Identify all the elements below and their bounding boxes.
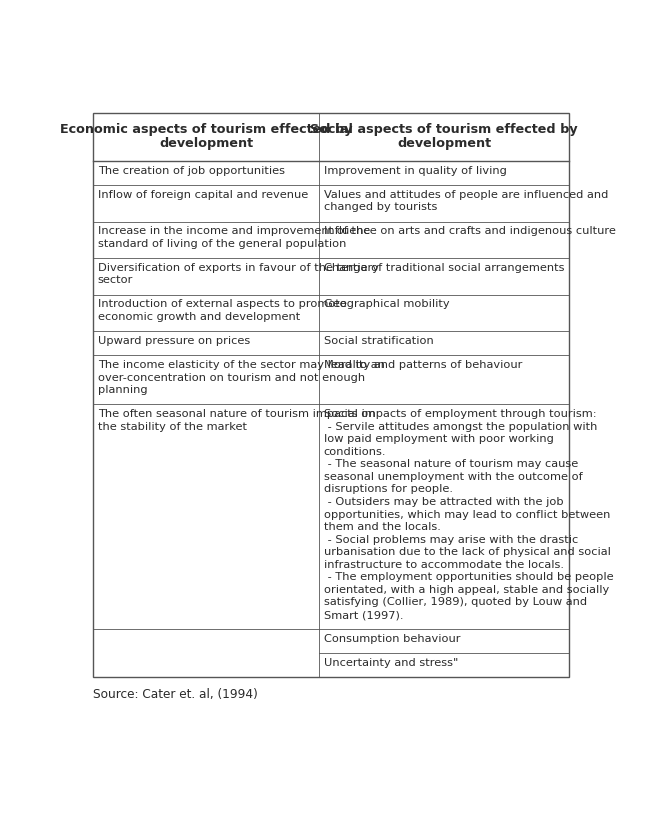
Text: changed by tourists: changed by tourists — [324, 202, 437, 212]
Text: - The employment opportunities should be people: - The employment opportunities should be… — [324, 572, 614, 582]
Text: Economic aspects of tourism effected by: Economic aspects of tourism effected by — [60, 123, 353, 136]
Text: Introduction of external aspects to promote: Introduction of external aspects to prom… — [98, 300, 347, 309]
Text: Increase in the income and improvement of the: Increase in the income and improvement o… — [98, 226, 370, 236]
Text: over-concentration on tourism and not enough: over-concentration on tourism and not en… — [98, 373, 365, 383]
Text: development: development — [397, 138, 491, 151]
Text: conditions.: conditions. — [324, 447, 386, 457]
Text: disruptions for people.: disruptions for people. — [324, 484, 453, 494]
Text: opportunities, which may lead to conflict between: opportunities, which may lead to conflic… — [324, 510, 610, 519]
Text: them and the locals.: them and the locals. — [324, 522, 441, 532]
Text: Inflow of foreign capital and revenue: Inflow of foreign capital and revenue — [98, 190, 308, 199]
Text: Upward pressure on prices: Upward pressure on prices — [98, 336, 250, 346]
Text: low paid employment with poor working: low paid employment with poor working — [324, 434, 554, 444]
Text: The often seasonal nature of tourism impacts on: The often seasonal nature of tourism imp… — [98, 409, 375, 419]
Text: Social aspects of tourism effected by: Social aspects of tourism effected by — [310, 123, 578, 136]
Text: Smart (1997).: Smart (1997). — [324, 610, 403, 620]
Text: Influence on arts and crafts and indigenous culture: Influence on arts and crafts and indigen… — [324, 226, 616, 236]
Text: orientated, with a high appeal, stable and socially: orientated, with a high appeal, stable a… — [324, 585, 609, 595]
Text: Morality and patterns of behaviour: Morality and patterns of behaviour — [324, 360, 522, 370]
Text: - The seasonal nature of tourism may cause: - The seasonal nature of tourism may cau… — [324, 459, 578, 470]
Text: Social impacts of employment through tourism:: Social impacts of employment through tou… — [324, 409, 596, 419]
Text: Change of traditional social arrangements: Change of traditional social arrangement… — [324, 263, 565, 273]
Text: The creation of job opportunities: The creation of job opportunities — [98, 166, 285, 176]
Text: sector: sector — [98, 275, 133, 286]
Text: Consumption behaviour: Consumption behaviour — [324, 634, 461, 644]
Text: Diversification of exports in favour of the tertiary: Diversification of exports in favour of … — [98, 263, 379, 273]
Text: planning: planning — [98, 385, 147, 395]
Text: - Social problems may arise with the drastic: - Social problems may arise with the dra… — [324, 535, 578, 545]
Text: infrastructure to accommodate the locals.: infrastructure to accommodate the locals… — [324, 560, 564, 570]
Text: - Outsiders may be attracted with the job: - Outsiders may be attracted with the jo… — [324, 497, 563, 507]
Text: Uncertainty and stress": Uncertainty and stress" — [324, 658, 458, 668]
Text: Values and attitudes of people are influenced and: Values and attitudes of people are influ… — [324, 190, 609, 199]
Text: Source: Cater et. al, (1994): Source: Cater et. al, (1994) — [93, 688, 258, 701]
Text: Social stratification: Social stratification — [324, 336, 433, 346]
Text: urbanisation due to the lack of physical and social: urbanisation due to the lack of physical… — [324, 547, 610, 558]
Text: Geographical mobility: Geographical mobility — [324, 300, 450, 309]
Text: The income elasticity of the sector may lead to an: The income elasticity of the sector may … — [98, 360, 385, 370]
Text: seasonal unemployment with the outcome of: seasonal unemployment with the outcome o… — [324, 472, 583, 482]
Text: satisfying (Collier, 1989), quoted by Louw and: satisfying (Collier, 1989), quoted by Lo… — [324, 597, 587, 607]
Text: Improvement in quality of living: Improvement in quality of living — [324, 166, 506, 176]
Text: standard of living of the general population: standard of living of the general popula… — [98, 239, 346, 249]
Text: - Servile attitudes amongst the population with: - Servile attitudes amongst the populati… — [324, 422, 597, 431]
Text: development: development — [159, 138, 253, 151]
Text: the stability of the market: the stability of the market — [98, 422, 247, 431]
Text: economic growth and development: economic growth and development — [98, 312, 300, 322]
